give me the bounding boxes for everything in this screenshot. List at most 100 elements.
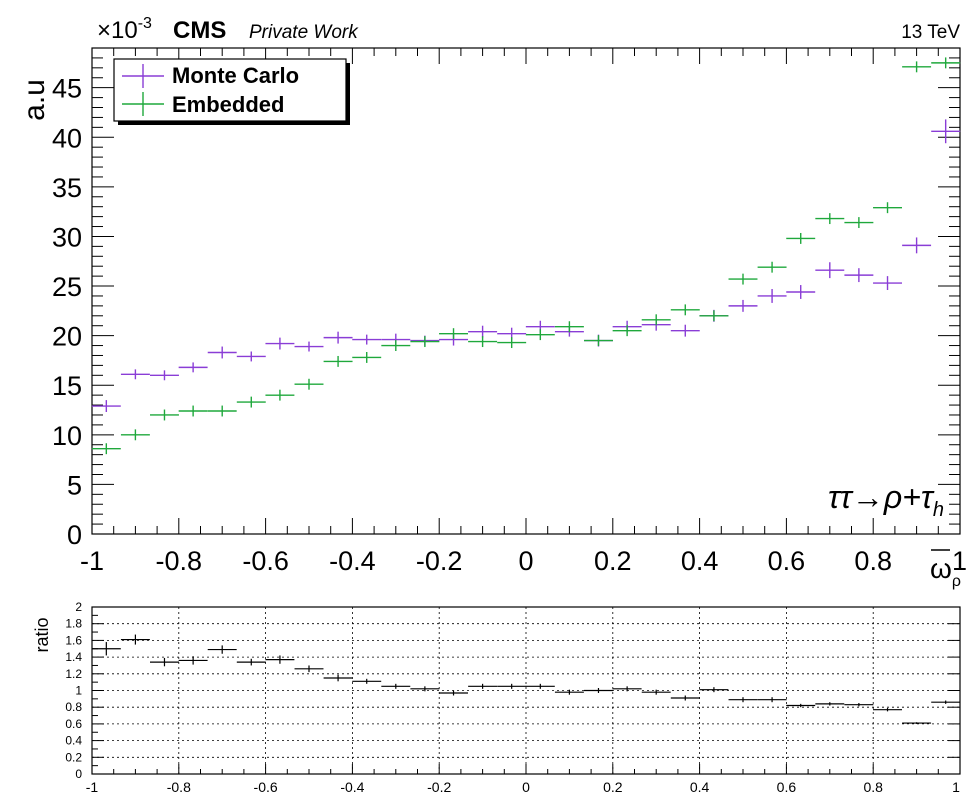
ratio-point	[641, 689, 671, 695]
main-x-axis: -1 -0.8 -0.6 -0.4 -0.2 0 0.2 0.4 0.6 0.8 1	[80, 48, 967, 576]
ratio-point	[497, 683, 527, 689]
main-plot: 0 5 10 15 20 25 30 35 40 45 -1 -0.8 -0.6 -0.4 -0.2 0 0.…	[18, 47, 967, 590]
ratio-x-tick-label: 0.8	[863, 779, 883, 795]
embedded-point	[294, 378, 324, 390]
ratio-point	[323, 674, 353, 682]
embedded-point	[178, 405, 208, 417]
ratio-point	[844, 703, 874, 707]
ratio-point	[612, 686, 642, 692]
ratio-point	[207, 645, 237, 654]
ratio-point	[178, 656, 208, 665]
ratio-y-tick-label: 1.8	[65, 617, 82, 631]
ratio-x-tick-label: -0.6	[254, 779, 278, 795]
ratio-x-tick-label: 1	[952, 779, 960, 795]
monte-carlo-point	[786, 285, 816, 299]
multiplier-exponent: -3	[138, 15, 152, 32]
main-y-tick-label: 25	[52, 272, 82, 302]
monte-carlo-point	[352, 334, 382, 345]
legend: Monte Carlo Embedded	[113, 58, 350, 125]
monte-carlo-point	[294, 341, 324, 352]
embedded-point	[641, 314, 671, 326]
ratio-x-tick-label: 0	[522, 779, 530, 795]
ratio-point	[525, 683, 555, 689]
main-x-tick-label: 0.8	[854, 546, 892, 576]
embedded-point	[265, 389, 295, 401]
ratio-y-tick-label: 0.2	[65, 750, 82, 764]
embedded-point	[497, 337, 527, 349]
channel-label-main: ττ→ρ+τ	[828, 479, 935, 515]
ratio-point	[236, 658, 266, 666]
main-data-points	[91, 57, 961, 455]
channel-label: ττ→ρ+τh	[828, 479, 944, 521]
ratio-plot: 0 0.2 0.4 0.6 0.8 1 1.2 1.4 1.6 1.8 2 -1 -0.8 -0.6 -0…	[32, 600, 961, 795]
ratio-point	[584, 687, 613, 694]
series-embedded	[91, 57, 961, 455]
embedded-point	[873, 202, 902, 214]
ratio-x-tick-label: 0.2	[603, 779, 623, 795]
main-y-tick-label: 35	[52, 173, 82, 203]
ratio-point	[786, 703, 816, 708]
embedded-point	[844, 217, 874, 229]
embedded-point	[236, 396, 266, 408]
embedded-point	[207, 405, 237, 417]
ratio-point	[120, 634, 150, 645]
ratio-data-points	[91, 634, 961, 724]
monte-carlo-point	[844, 268, 874, 283]
embedded-point	[525, 329, 555, 341]
ratio-point	[554, 689, 584, 695]
embedded-point	[554, 321, 584, 333]
main-x-tick-label: -0.6	[242, 546, 289, 576]
ratio-point	[265, 655, 295, 664]
embedded-point	[612, 325, 642, 337]
embedded-point	[699, 310, 729, 322]
ratio-point	[699, 687, 729, 693]
series-monte-carlo	[91, 119, 961, 413]
monte-carlo-point	[670, 324, 700, 337]
main-y-axis-label: a.u	[18, 79, 51, 121]
ratio-x-tick-label: 0.6	[777, 779, 797, 795]
ratio-point	[352, 678, 382, 684]
legend-marker-monte-carlo	[122, 64, 164, 88]
monte-carlo-point	[757, 289, 787, 303]
ratio-x-tick-label: -0.8	[167, 779, 191, 795]
ratio-point	[815, 702, 845, 706]
main-x-tick-label: 1	[952, 546, 967, 576]
main-y-tick-label: 10	[52, 421, 82, 451]
ratio-point	[294, 665, 324, 673]
embedded-point	[439, 328, 468, 340]
legend-label-embedded: Embedded	[172, 92, 284, 117]
main-x-tick-label: 0.6	[768, 546, 806, 576]
experiment-label: CMS	[173, 17, 226, 44]
ratio-y-axis-label: ratio	[32, 617, 52, 652]
ratio-y-tick-label: 0.6	[65, 717, 82, 731]
main-x-tick-label: -0.4	[329, 546, 376, 576]
embedded-point	[728, 273, 758, 285]
monte-carlo-point	[207, 346, 237, 359]
embedded-point	[902, 61, 932, 73]
monte-carlo-point	[873, 276, 902, 291]
main-y-tick-label: 5	[67, 470, 82, 500]
embedded-point	[410, 336, 440, 348]
monte-carlo-point	[468, 325, 498, 338]
ratio-point	[439, 690, 468, 696]
main-x-tick-label: 0.2	[594, 546, 632, 576]
ratio-point	[902, 722, 932, 724]
ratio-x-axis: -1 -0.8 -0.6 -0.4 -0.2 0 0.2 0.4 0.6 0.8 1	[86, 764, 961, 795]
ratio-point	[150, 657, 179, 667]
main-y-tick-label: 15	[52, 371, 82, 401]
ratio-y-tick-label: 0	[75, 767, 82, 781]
monte-carlo-point	[728, 299, 758, 312]
ratio-y-axis: 0 0.2 0.4 0.6 0.8 1 1.2 1.4 1.6 1.8 2	[65, 600, 960, 781]
channel-label-subscript: h	[933, 499, 944, 521]
monte-carlo-point	[120, 369, 150, 380]
embedded-point	[757, 261, 787, 273]
embedded-point	[91, 443, 121, 455]
embedded-point	[381, 340, 411, 352]
main-y-axis: 0 5 10 15 20 25 30 35 40 45	[52, 47, 960, 550]
embedded-point	[584, 335, 613, 347]
ratio-point	[410, 686, 440, 692]
main-x-tick-label: 0.4	[681, 546, 719, 576]
ratio-y-tick-label: 0.8	[65, 700, 82, 714]
ratio-y-tick-label: 2	[75, 600, 82, 614]
